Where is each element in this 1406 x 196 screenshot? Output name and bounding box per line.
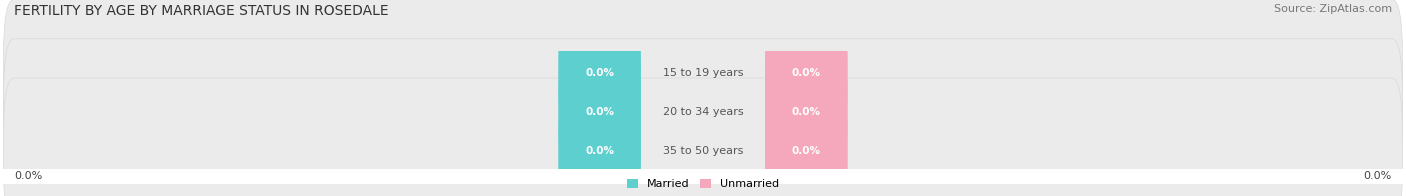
Text: 0.0%: 0.0% <box>792 107 821 117</box>
FancyBboxPatch shape <box>3 0 1403 145</box>
Text: 0.0%: 0.0% <box>585 107 614 117</box>
Text: 0.0%: 0.0% <box>14 171 42 181</box>
Text: 0.0%: 0.0% <box>585 146 614 156</box>
FancyBboxPatch shape <box>765 22 848 123</box>
FancyBboxPatch shape <box>765 61 848 162</box>
FancyBboxPatch shape <box>558 61 641 162</box>
FancyBboxPatch shape <box>558 22 641 123</box>
Text: Source: ZipAtlas.com: Source: ZipAtlas.com <box>1274 4 1392 14</box>
Text: 0.0%: 0.0% <box>792 67 821 78</box>
FancyBboxPatch shape <box>558 100 641 196</box>
Legend: Married, Unmarried: Married, Unmarried <box>621 174 785 193</box>
FancyBboxPatch shape <box>3 78 1403 196</box>
Text: 20 to 34 years: 20 to 34 years <box>662 107 744 117</box>
Text: 0.0%: 0.0% <box>792 146 821 156</box>
Text: 0.0%: 0.0% <box>1364 171 1392 181</box>
Text: 0.0%: 0.0% <box>585 67 614 78</box>
FancyBboxPatch shape <box>765 100 848 196</box>
Text: 15 to 19 years: 15 to 19 years <box>662 67 744 78</box>
FancyBboxPatch shape <box>3 39 1403 185</box>
Text: 35 to 50 years: 35 to 50 years <box>662 146 744 156</box>
Text: FERTILITY BY AGE BY MARRIAGE STATUS IN ROSEDALE: FERTILITY BY AGE BY MARRIAGE STATUS IN R… <box>14 4 388 18</box>
